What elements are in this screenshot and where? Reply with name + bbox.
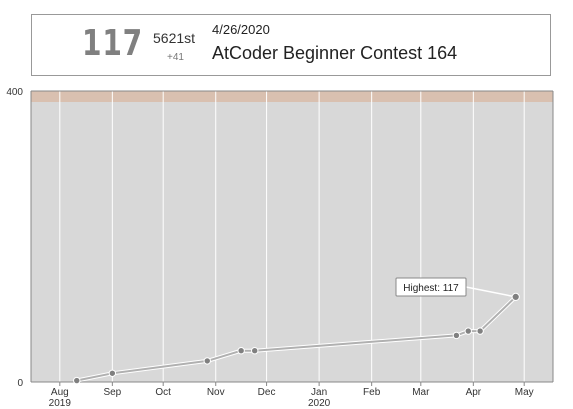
tooltip-label: Highest: 117 [403,283,459,294]
data-point [251,347,259,355]
rating-delta: +41 [167,52,184,63]
data-point [108,369,117,377]
x-tick-label: Feb [363,387,381,398]
axes [30,90,554,386]
contest-name[interactable]: AtCoder Beginner Contest 164 [212,43,458,63]
data-point [452,331,461,340]
rating-series [73,293,520,385]
y-tick-label: 400 [6,87,23,98]
highest-point-marker [511,292,520,301]
grid-lines [59,91,525,382]
data-point [73,376,81,385]
data-point [203,357,211,365]
y-tick-label: 0 [17,378,23,389]
data-point [237,347,245,355]
x-tick-label: Nov [207,387,225,398]
x-tick-label: Apr [466,387,482,398]
x-tick-label: Jan [311,387,327,398]
x-tick-year-label: 2020 [308,398,331,409]
contest-rank: 5621st [153,30,196,46]
current-rating: 117 [82,23,143,64]
x-tick-label: Aug [51,387,69,398]
x-tick-label: Dec [258,387,276,398]
tooltip-box [395,277,467,297]
data-point [476,327,484,335]
highest-tooltip: Highest: 117 [395,277,520,301]
data-point [464,327,472,335]
rating-band-brown [31,91,553,102]
x-tick-year-label: 2019 [49,398,72,409]
x-tick-label: May [515,387,534,398]
tooltip-pointer-line [465,286,516,298]
x-tick-label: Mar [412,387,430,398]
x-tick-label: Sep [103,387,121,398]
contest-date: 4/26/2020 [212,22,270,37]
contest-status-panel: 117 5621st +41 4/26/2020 AtCoder Beginne… [31,14,551,76]
x-tick-label: Oct [155,387,171,398]
plot-background [31,91,553,382]
